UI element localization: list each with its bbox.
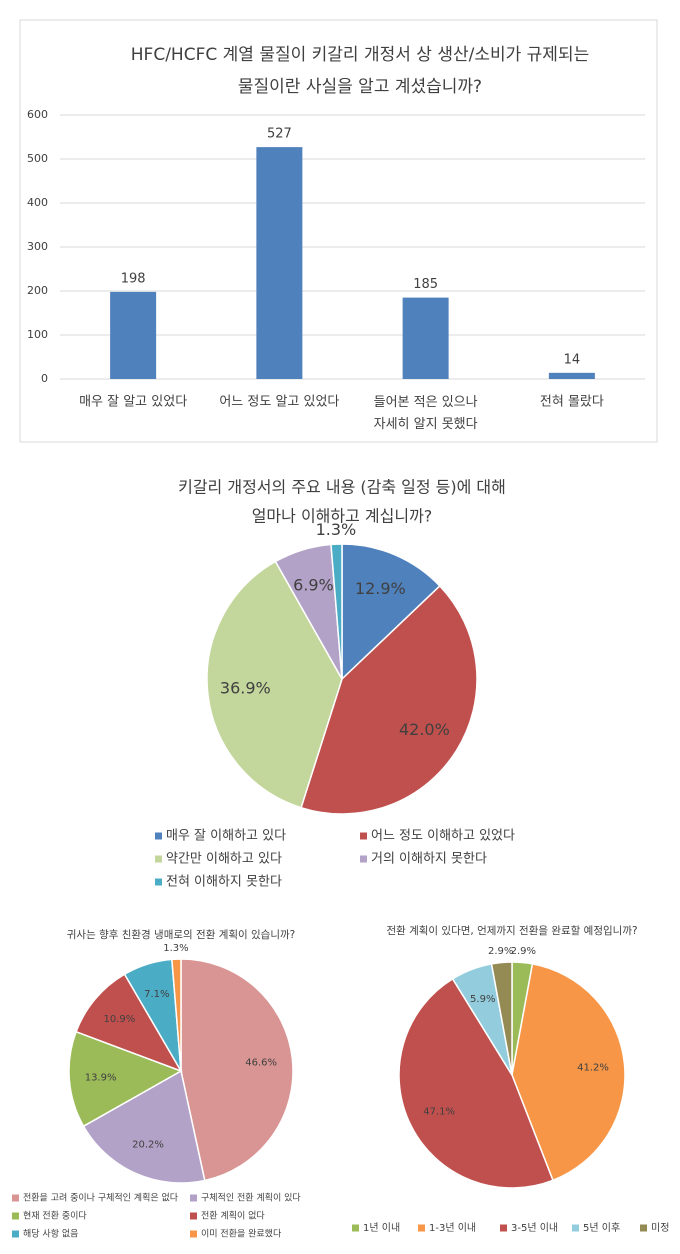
pie-slice xyxy=(341,543,441,681)
legend-swatch xyxy=(360,832,367,840)
chart-title: 물질이란 사실을 알고 계셨습니까? xyxy=(238,77,482,97)
pie-slice xyxy=(68,1030,183,1128)
legend-swatch xyxy=(418,1224,425,1232)
value-label: 6.9% xyxy=(293,576,334,595)
value-label: 198 xyxy=(121,271,146,286)
legend-label: 전환을 고려 중이나 구체적인 계획은 없다 xyxy=(23,1192,179,1204)
value-label: 1.3% xyxy=(163,943,188,954)
legend-label: 5년 이후 xyxy=(583,1222,620,1234)
legend-label: 1년 이내 xyxy=(363,1222,400,1234)
pie-slice xyxy=(180,958,294,1182)
legend-swatch xyxy=(12,1194,19,1202)
legend-swatch xyxy=(12,1230,19,1238)
y-tick-label: 0 xyxy=(41,372,48,385)
legend-swatch xyxy=(190,1212,197,1220)
legend-label: 매우 잘 이해하고 있다 xyxy=(166,829,286,844)
y-tick-label: 100 xyxy=(27,328,48,341)
legend-swatch xyxy=(12,1212,19,1220)
legend-swatch xyxy=(155,878,162,886)
legend-swatch xyxy=(360,855,367,863)
legend-label: 1-3년 이내 xyxy=(429,1222,476,1234)
legend-swatch xyxy=(640,1224,647,1232)
bar xyxy=(402,297,449,379)
legend-label: 어느 정도 이해하고 있었다 xyxy=(371,829,515,844)
pie-slice xyxy=(300,584,478,815)
chart-title: 키갈리 개정서의 주요 내용 (감축 일정 등)에 대해 xyxy=(178,478,506,497)
legend-label: 3-5년 이내 xyxy=(511,1222,558,1234)
bar xyxy=(110,291,157,379)
chart-frame xyxy=(19,19,658,443)
legend-label: 전혀 이해하지 못한다 xyxy=(166,875,282,890)
value-label: 20.2% xyxy=(132,1140,164,1151)
pie-slice xyxy=(330,543,343,680)
x-tick-label: 매우 잘 알고 있었다 xyxy=(79,395,187,410)
legend-label: 전환 계획이 없다 xyxy=(201,1210,265,1222)
x-tick-label: 어느 정도 알고 있었다 xyxy=(219,395,339,410)
legend-swatch xyxy=(190,1230,197,1238)
legend-label: 구체적인 전환 계획이 있다 xyxy=(201,1192,301,1204)
y-tick-label: 500 xyxy=(27,152,48,165)
pie-slice xyxy=(82,1069,206,1184)
value-label: 7.1% xyxy=(144,989,169,1000)
y-tick-label: 300 xyxy=(27,240,48,253)
pie-slice xyxy=(511,962,626,1182)
chart-title: 전환 계획이 있다면, 언제까지 전환을 완료할 예정입니까? xyxy=(386,924,637,937)
legend-swatch xyxy=(500,1224,507,1232)
value-label: 5.9% xyxy=(470,994,495,1005)
value-label: 36.9% xyxy=(220,679,271,698)
value-label: 13.9% xyxy=(85,1072,117,1083)
legend-swatch xyxy=(572,1224,579,1232)
value-label: 12.9% xyxy=(355,579,406,598)
pie-slice xyxy=(171,958,182,1072)
chart-title: 귀사는 향후 친환경 냉매로의 전환 계획이 있습니까? xyxy=(67,928,295,941)
value-label: 10.9% xyxy=(103,1014,135,1025)
value-label: 46.6% xyxy=(245,1057,277,1068)
chart-title: HFC/HCFC 계열 물질이 키갈리 개정서 상 생산/소비가 규제되는 xyxy=(131,45,589,65)
y-tick-label: 400 xyxy=(27,196,48,209)
value-label: 41.2% xyxy=(577,1062,609,1073)
legend-swatch xyxy=(155,855,162,863)
legend-swatch xyxy=(190,1194,197,1202)
legend-swatch xyxy=(352,1224,359,1232)
legend-swatch xyxy=(155,832,162,840)
legend-label: 미정 xyxy=(651,1222,669,1234)
value-label: 2.9% xyxy=(488,946,513,957)
x-tick-label: 들어본 적은 있으나 자세히 알지 못했다 xyxy=(374,395,478,432)
y-tick-label: 600 xyxy=(27,108,48,121)
value-label: 1.3% xyxy=(316,520,357,539)
chart-title: 얼마나 이해하고 계십니까? xyxy=(252,507,433,526)
pie-slice xyxy=(398,977,554,1189)
pie-slice xyxy=(490,961,513,1076)
legend-label: 현재 전환 중이다 xyxy=(23,1210,87,1222)
x-tick-label: 전혀 몰랐다 xyxy=(540,395,604,410)
value-label: 47.1% xyxy=(423,1106,455,1117)
bar xyxy=(256,147,303,379)
value-label: 527 xyxy=(267,127,292,142)
value-label: 14 xyxy=(564,352,581,367)
legend-label: 해당 사항 없음 xyxy=(23,1229,78,1240)
y-tick-label: 200 xyxy=(27,284,48,297)
legend-label: 거의 이해하지 못한다 xyxy=(371,852,487,867)
pie-slice xyxy=(75,973,183,1073)
legend-label: 이미 전환을 완료했다 xyxy=(201,1228,282,1240)
bar xyxy=(548,372,595,379)
value-label: 2.9% xyxy=(511,946,536,957)
legend-label: 약간만 이해하고 있다 xyxy=(166,852,282,867)
value-label: 185 xyxy=(413,277,438,292)
value-label: 42.0% xyxy=(399,720,450,739)
pie-slice xyxy=(206,560,343,809)
